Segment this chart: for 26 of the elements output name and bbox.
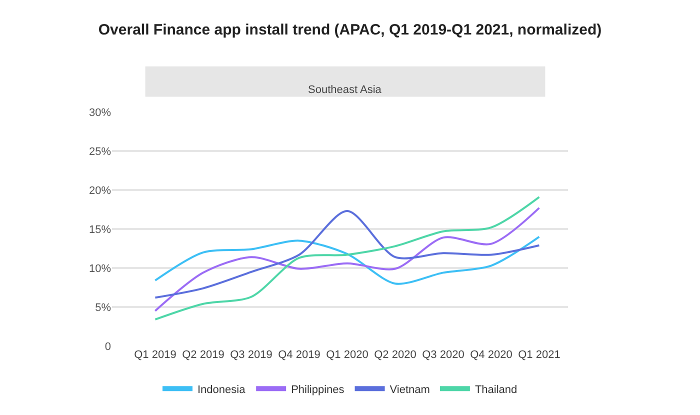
legend-label: Indonesia bbox=[198, 384, 246, 396]
y-tick-label: 15% bbox=[88, 224, 112, 236]
x-tick-label: Q2 2019 bbox=[182, 349, 224, 361]
x-tick-label: Q4 2020 bbox=[470, 349, 512, 361]
legend-label: Vietnam bbox=[390, 384, 430, 396]
legend-label: Philippines bbox=[291, 384, 345, 396]
x-tick-label: Q1 2021 bbox=[518, 349, 560, 361]
y-tick-label: 10% bbox=[88, 262, 112, 275]
x-tick-label: Q4 2019 bbox=[278, 349, 320, 361]
chart-title: Overall Finance app install trend (APAC, Q1 2019-Q1 2021, normalized) bbox=[98, 21, 602, 38]
y-tick-label: 0 bbox=[104, 340, 111, 353]
x-tick-label: Q1 2020 bbox=[326, 349, 368, 361]
x-tick-label: Q3 2019 bbox=[230, 349, 272, 361]
legend-label: Thailand bbox=[474, 384, 518, 396]
y-tick-label: 5% bbox=[95, 302, 112, 314]
chart-subtitle: Southeast Asia bbox=[308, 84, 382, 96]
x-tick-label: Q2 2020 bbox=[374, 349, 416, 361]
line-series bbox=[154, 210, 540, 299]
x-tick-label: Q1 2019 bbox=[134, 349, 176, 361]
x-tick-label: Q3 2020 bbox=[422, 349, 464, 361]
line-series bbox=[154, 196, 540, 320]
y-tick-label: 25% bbox=[88, 146, 112, 158]
line-series bbox=[154, 206, 540, 312]
line-series bbox=[154, 236, 540, 285]
y-tick-label: 30% bbox=[88, 106, 112, 119]
y-tick-label: 20% bbox=[88, 184, 112, 197]
